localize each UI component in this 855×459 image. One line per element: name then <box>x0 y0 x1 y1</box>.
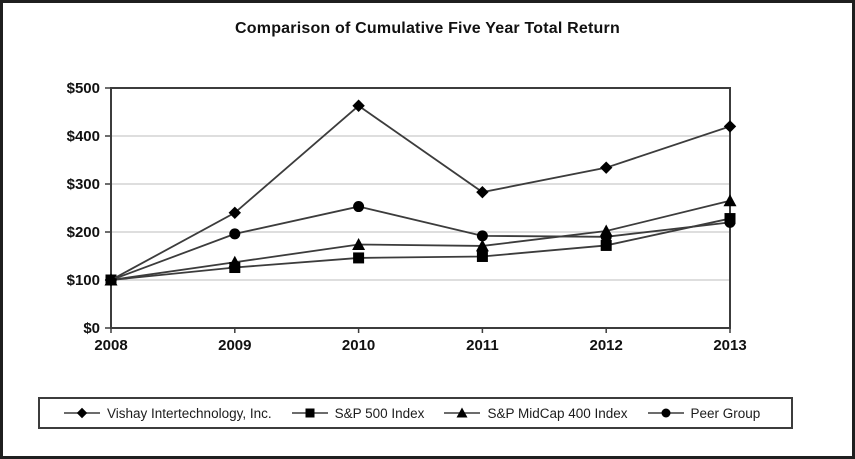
legend: Vishay Intertechnology, Inc. S&P 500 Ind… <box>38 397 793 429</box>
x-axis-labels: 2008 2009 2010 2011 2012 2013 <box>94 328 747 354</box>
legend-label-peer-group: Peer Group <box>690 405 761 421</box>
y-tick-label: $500 <box>67 80 100 97</box>
diamond-marker-icon <box>64 407 100 419</box>
legend-item-midcap400: S&P MidCap 400 Index <box>444 405 628 421</box>
x-tick-label: 2010 <box>342 337 375 354</box>
legend-item-vishay: Vishay Intertechnology, Inc. <box>64 406 272 421</box>
series-circle <box>105 201 736 286</box>
x-tick-label: 2011 <box>466 337 499 354</box>
legend-item-sp500: S&P 500 Index <box>291 405 425 421</box>
plot-frame <box>110 87 731 329</box>
circle-marker-icon <box>647 408 684 418</box>
series-diamond <box>104 99 737 287</box>
x-tick-label: 2013 <box>713 337 746 354</box>
x-tick-label: 2008 <box>94 337 127 354</box>
square-marker-icon <box>291 408 328 418</box>
y-tick-label: $300 <box>67 176 100 193</box>
gridlines <box>111 135 730 281</box>
x-tick-label: 2009 <box>218 337 251 354</box>
chart-title: Comparison of Cumulative Five Year Total… <box>235 20 620 37</box>
x-tick-label: 2012 <box>590 337 623 354</box>
triangle-marker-icon <box>444 407 481 418</box>
y-tick-label: $400 <box>67 128 100 145</box>
y-tick-label: $0 <box>83 320 100 337</box>
legend-item-peer-group: Peer Group <box>647 405 761 421</box>
legend-label-midcap400: S&P MidCap 400 Index <box>487 405 628 421</box>
y-tick-label: $100 <box>67 272 100 289</box>
series-square <box>105 213 736 286</box>
legend-label-sp500: S&P 500 Index <box>334 405 425 421</box>
y-tick-label: $200 <box>67 224 100 241</box>
y-axis-labels: $0 $100 $200 $300 $400 $500 <box>67 80 111 337</box>
legend-label-vishay: Vishay Intertechnology, Inc. <box>107 405 272 421</box>
